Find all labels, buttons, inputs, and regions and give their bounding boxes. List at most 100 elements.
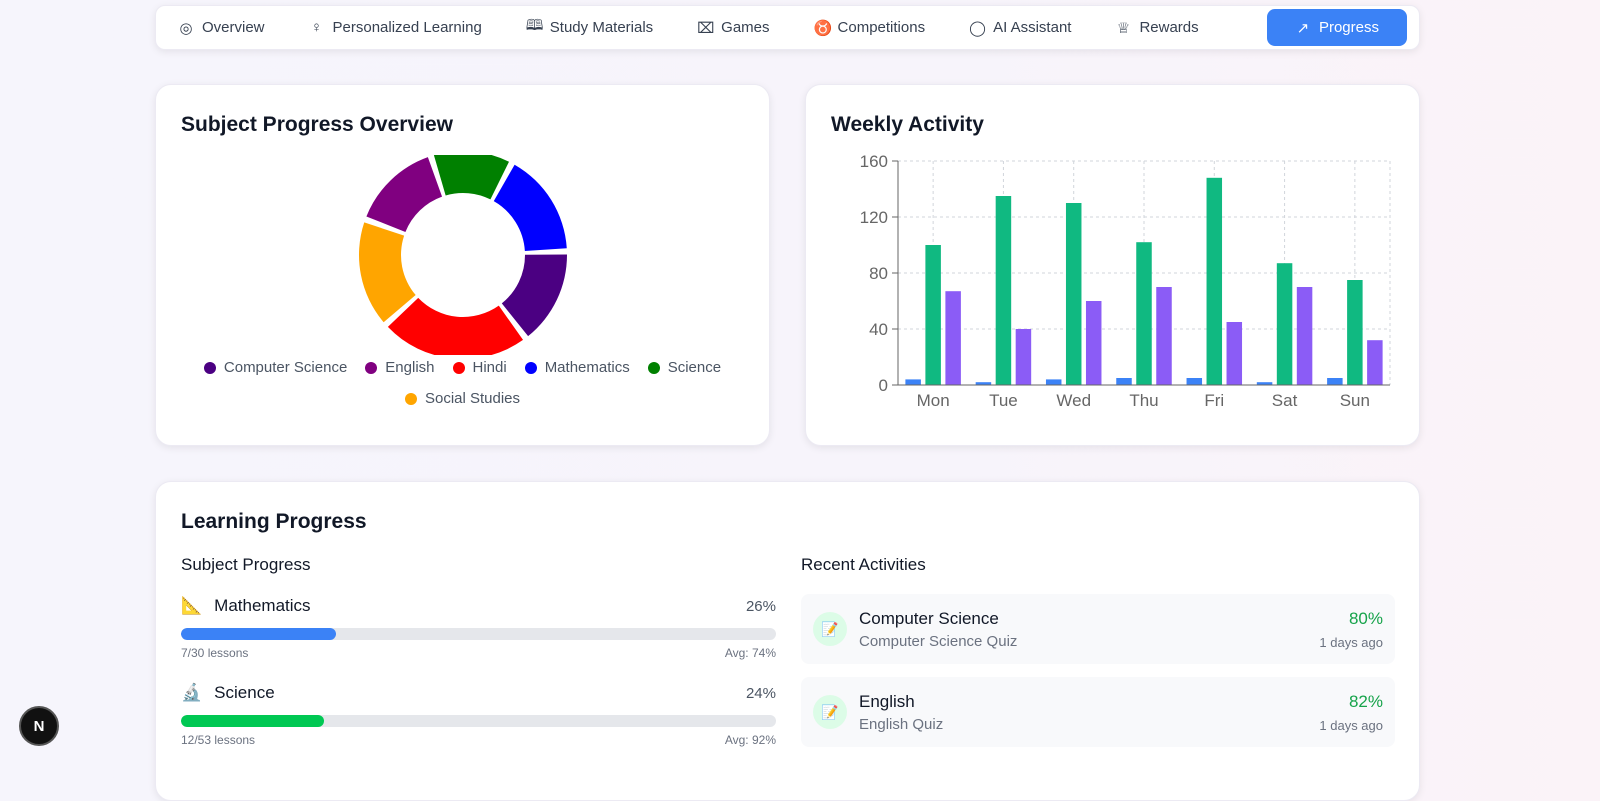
bar-fri-series-1[interactable] <box>1186 378 1203 385</box>
y-tick-label: 80 <box>869 264 888 283</box>
legend-item[interactable]: Social Studies <box>404 390 521 407</box>
quiz-icon: 📝 <box>813 695 847 729</box>
bar-thu-series-2[interactable] <box>1136 242 1152 385</box>
tab-label: Progress <box>1318 19 1379 36</box>
legend-item[interactable]: Computer Science <box>203 359 347 376</box>
tab-label: Rewards <box>1139 19 1199 36</box>
legend-item[interactable]: Hindi <box>452 359 507 376</box>
legend-dot <box>524 361 537 374</box>
lessons-count: 12/53 lessons <box>181 733 256 747</box>
average-score: Avg: 92% <box>724 733 776 747</box>
donut-slice-english[interactable] <box>366 157 443 233</box>
message-circle-icon: ◯ <box>969 19 986 37</box>
legend-dot <box>647 361 660 374</box>
bar-fri-series-3[interactable] <box>1226 322 1243 385</box>
activity-subtitle: Computer Science Quiz <box>859 632 1018 650</box>
tab-ai-assistant[interactable]: ◯ AI Assistant <box>951 9 1089 46</box>
subject-progress-row: 📐 Mathematics 26% 7/30 lessons Avg: 74% <box>181 596 776 660</box>
donut-slice-science[interactable] <box>433 151 509 200</box>
subject-percent: 26% <box>745 597 776 615</box>
x-tick-label: Sun <box>1340 391 1370 410</box>
card-title: Learning Progress <box>181 510 367 533</box>
bar-wed-series-3[interactable] <box>1085 301 1102 385</box>
average-score: Avg: 74% <box>724 646 776 660</box>
target-icon: ◎ <box>179 19 193 37</box>
bar-tue-series-1[interactable] <box>975 382 992 385</box>
weekly-activity-card: Weekly Activity 0 40 80 120 160 Mon Tue Wed Thu F… <box>805 84 1420 446</box>
bar-fri-series-2[interactable] <box>1206 177 1223 385</box>
subject-icon: 🔬 <box>181 683 203 702</box>
legend-item[interactable]: Mathematics <box>524 359 630 376</box>
card-title: Subject Progress Overview <box>181 113 453 136</box>
legend-label: English <box>385 359 435 376</box>
tab-label: AI Assistant <box>993 19 1072 36</box>
bar-mon-series-1[interactable] <box>905 379 921 385</box>
donut-slice-hindi[interactable] <box>387 297 524 355</box>
trophy-icon: ♕ <box>1116 19 1131 37</box>
tab-study-materials[interactable]: 🕮 Study Materials <box>508 9 671 46</box>
progress-bar <box>181 628 776 640</box>
x-tick-label: Wed <box>1056 391 1091 410</box>
chart-legend: Computer Science English Hindi Mathematics S… <box>156 359 769 407</box>
bar-thu-series-3[interactable] <box>1156 287 1172 385</box>
activity-title: English <box>859 691 915 711</box>
y-tick-label: 40 <box>869 320 888 339</box>
subject-percent: 24% <box>745 684 776 702</box>
x-tick-label: Sat <box>1272 391 1298 410</box>
subject-progress-row: 🔬 Science 24% 12/53 lessons Avg: 92% <box>181 683 776 747</box>
tab-label: Competitions <box>837 19 926 36</box>
quiz-icon: 📝 <box>813 612 847 646</box>
legend-item[interactable]: English <box>365 359 435 376</box>
legend-dot <box>452 361 465 374</box>
activity-item[interactable]: 📝 English English Quiz 82% 1 days ago <box>801 677 1395 747</box>
subject-progress-overview-card: Subject Progress Overview Computer Scien… <box>155 84 770 446</box>
tab-rewards[interactable]: ♕ Rewards <box>1097 9 1216 46</box>
tab-label: Games <box>721 19 770 36</box>
learning-progress-card: Learning Progress Subject Progress Recen… <box>155 481 1420 801</box>
tab-overview[interactable]: ◎ Overview <box>160 9 283 46</box>
bar-thu-series-1[interactable] <box>1116 378 1132 385</box>
bar-sat-series-3[interactable] <box>1296 287 1313 385</box>
bar-sun-series-2[interactable] <box>1347 280 1363 385</box>
tab-personalized-learning[interactable]: ♀ Personalized Learning <box>291 9 500 46</box>
bar-wed-series-1[interactable] <box>1045 379 1062 385</box>
donut-slice-mathematics[interactable] <box>493 164 567 251</box>
x-tick-label: Mon <box>917 391 950 410</box>
gamepad-icon: ⌧ <box>697 19 715 37</box>
bar-sat-series-1[interactable] <box>1256 382 1273 385</box>
nextjs-dev-button[interactable]: N <box>19 706 59 746</box>
tab-games[interactable]: ⌧ Games <box>679 9 787 46</box>
legend-item[interactable]: Science <box>647 359 721 376</box>
legend-dot <box>365 361 378 374</box>
x-tick-label: Thu <box>1129 391 1158 410</box>
progress-fill <box>181 715 324 727</box>
donut-slice-computer-science[interactable] <box>501 254 567 337</box>
lightbulb-icon: ♀ <box>310 19 323 36</box>
bar-sun-series-1[interactable] <box>1327 378 1343 385</box>
tab-label: Overview <box>202 19 265 36</box>
legend-dot <box>404 392 417 405</box>
activity-item[interactable]: 📝 Computer Science Computer Science Quiz 80… <box>801 594 1395 664</box>
bar-tue-series-2[interactable] <box>995 196 1012 385</box>
bar-mon-series-2[interactable] <box>925 245 941 385</box>
y-tick-label: 120 <box>860 208 888 227</box>
x-tick-label: Fri <box>1204 391 1224 410</box>
tab-competitions[interactable]: ♉ Competitions <box>796 9 944 46</box>
bar-wed-series-2[interactable] <box>1065 203 1082 385</box>
bar-chart: 0 40 80 120 160 Mon Tue Wed Thu Fri Sat Sun <box>860 152 1391 410</box>
subject-name: Science <box>214 683 275 702</box>
y-tick-label: 160 <box>860 152 888 171</box>
y-tick-label: 0 <box>879 376 888 395</box>
activity-score: 82% <box>1348 691 1383 711</box>
legend-label: Social Studies <box>424 390 521 407</box>
bar-sun-series-3[interactable] <box>1367 340 1383 385</box>
bar-mon-series-3[interactable] <box>945 291 961 385</box>
activity-score: 80% <box>1348 608 1383 628</box>
lessons-count: 7/30 lessons <box>181 646 249 660</box>
bar-tue-series-3[interactable] <box>1015 329 1032 385</box>
donut-chart <box>359 151 567 355</box>
donut-slice-social-studies[interactable] <box>359 222 416 323</box>
tab-progress[interactable]: ↗ Progress <box>1266 9 1407 46</box>
bar-sat-series-2[interactable] <box>1276 263 1293 385</box>
activity-title: Computer Science <box>859 608 999 628</box>
